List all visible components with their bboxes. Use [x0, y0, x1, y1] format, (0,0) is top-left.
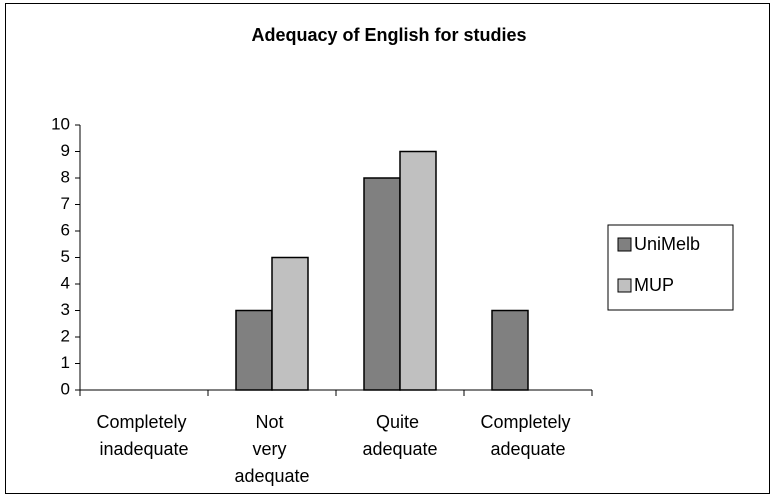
y-tick-label: 3: [61, 300, 70, 319]
legend-swatch: [617, 278, 632, 293]
x-tick-label: Quite adequate: [362, 412, 437, 459]
y-tick-label: 2: [61, 326, 70, 345]
y-tick-label: 7: [61, 194, 70, 213]
legend-label: UniMelb: [634, 234, 700, 254]
bar: [363, 177, 401, 391]
x-tick-label: Not very adequate: [234, 412, 309, 486]
y-tick-label: 10: [51, 114, 70, 133]
x-tick-label: Completely adequate: [480, 412, 575, 459]
y-tick-label: 4: [61, 273, 70, 292]
y-tick-label: 8: [61, 167, 70, 186]
y-tick-label: 0: [61, 379, 70, 398]
x-tick-label: Completely inadequate: [96, 412, 191, 459]
bar: [271, 256, 309, 391]
bar: [235, 309, 273, 391]
legend-label: MUP: [634, 275, 674, 295]
y-tick-label: 6: [61, 220, 70, 239]
bar: [399, 150, 437, 391]
bar: [491, 309, 529, 391]
y-tick-label: 9: [61, 141, 70, 160]
legend-swatch: [617, 237, 632, 252]
y-tick-label: 5: [61, 247, 70, 266]
chart-title: Adequacy of English for studies: [251, 25, 526, 45]
y-tick-label: 1: [61, 353, 70, 372]
